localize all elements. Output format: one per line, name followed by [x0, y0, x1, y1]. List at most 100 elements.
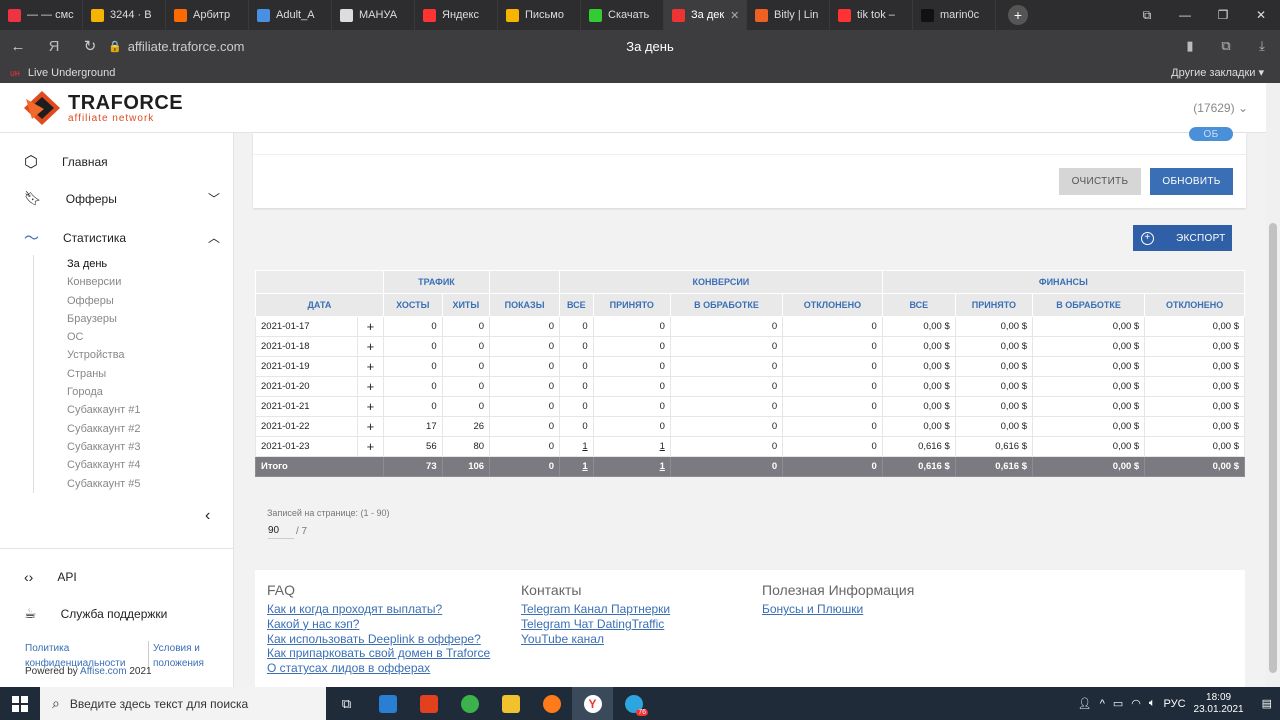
browser-tab[interactable]: За дек ✕ [664, 0, 747, 30]
browser-tab[interactable]: Bitly | Lin [747, 0, 830, 30]
subnav-item[interactable]: Субаккаунт #1 [67, 404, 141, 417]
affise-link[interactable]: Affise.com [80, 666, 127, 677]
taskbar-search[interactable]: ⌕ Введите здесь текст для поиска [40, 687, 326, 720]
firefox-icon[interactable] [531, 687, 572, 720]
expand-row-icon[interactable]: + [356, 436, 384, 457]
footer-link[interactable]: О статусах лидов в офферах [267, 661, 431, 676]
column-header[interactable]: ПОКАЗЫ [489, 293, 561, 317]
partial-button[interactable]: ОБ [1189, 127, 1233, 141]
footer-link[interactable]: Telegram Канал Партнерки [521, 602, 671, 616]
windows-start-icon[interactable] [0, 687, 40, 720]
browser-tab[interactable]: marin0c [913, 0, 996, 30]
clock[interactable]: 18:09 23.01.2021 [1194, 692, 1244, 716]
tray-wifi-icon[interactable]: ◠ [1131, 698, 1141, 710]
scrollbar-thumb[interactable] [1269, 223, 1277, 673]
browser-tab[interactable]: Письмо [498, 0, 581, 30]
task-view-icon[interactable]: ⧉ [341, 695, 352, 711]
office-icon[interactable] [408, 687, 449, 720]
table-cell[interactable]: 1 [559, 456, 594, 477]
collections-icon[interactable]: ⧉ [1221, 38, 1231, 53]
browser-tab[interactable]: — — смс [0, 0, 83, 30]
browser-tab[interactable]: МАНУА [332, 0, 415, 30]
subnav-item[interactable]: Устройства [67, 349, 125, 362]
browser-tab[interactable]: Яндекс [415, 0, 498, 30]
notifications-icon[interactable]: ▤ [1261, 698, 1272, 710]
footer-link[interactable]: Как и когда проходят выплаты? [267, 602, 443, 616]
traforce-logo[interactable]: TRAFORCE affiliate network [22, 89, 183, 127]
browser-tab[interactable]: 3244 · В [83, 0, 166, 30]
table-cell[interactable]: 1 [592, 456, 671, 477]
other-bookmarks[interactable]: Другие закладки ▾ [1171, 67, 1264, 79]
tray-volume-icon[interactable]: 🔈︎ [1148, 697, 1156, 709]
column-header[interactable]: ОТКЛОНЕНО [782, 293, 883, 317]
language-indicator[interactable]: РУС [1163, 697, 1186, 710]
column-header[interactable]: ПРИНЯТО [592, 293, 671, 317]
column-header[interactable]: ХИТЫ [441, 293, 491, 317]
sidebar-item-offers[interactable]: 🔖︎ Офферы ﹀ [24, 190, 220, 207]
tray-battery-icon[interactable]: ▭ [1112, 698, 1124, 710]
subnav-item[interactable]: Браузеры [67, 312, 117, 325]
column-header[interactable]: ВСЕ [881, 293, 956, 317]
balance-dropdown[interactable]: (17629) ⌄ [1193, 101, 1248, 115]
browser-tab[interactable]: Скачать [581, 0, 664, 30]
footer-link[interactable]: YouTube канал [521, 631, 604, 646]
yandex-browser-icon[interactable]: Y [572, 687, 613, 720]
subnav-item[interactable]: Офферы [67, 294, 114, 307]
tray-chevron-up-icon[interactable]: ^ [1099, 697, 1105, 710]
browser-tab[interactable]: Adult_A [249, 0, 332, 30]
sidebar-item-api[interactable]: ‹› API [24, 569, 220, 585]
expand-row-icon[interactable]: + [356, 356, 384, 377]
footer-link[interactable]: Как использовать Deeplink в оффере? [267, 631, 481, 646]
column-header[interactable]: ОТКЛОНЕНО [1144, 293, 1245, 317]
terms-link[interactable]: Условия и положения [148, 641, 218, 671]
browser-tab[interactable]: tik tok – [830, 0, 913, 30]
sidebar-item-support[interactable]: ☕︎ Служба поддержки [24, 605, 220, 622]
close-window-icon[interactable]: ✕ [1255, 8, 1267, 22]
sidebar-item-stats[interactable]: 〜 Статистика ︿ [24, 227, 220, 248]
telegram-icon[interactable]: 76 [613, 687, 654, 720]
column-header[interactable]: ХОСТЫ [382, 293, 443, 317]
close-tab-icon[interactable]: ✕ [730, 9, 740, 22]
subnav-item[interactable]: Субаккаунт #5 [67, 477, 141, 490]
subnav-item[interactable]: Субаккаунт #4 [67, 459, 141, 472]
expand-row-icon[interactable]: + [356, 396, 384, 417]
clear-button[interactable]: ОЧИСТИТЬ [1059, 168, 1141, 195]
column-header[interactable]: ПРИНЯТО [954, 293, 1034, 317]
collapse-sidebar-icon[interactable]: ‹ [205, 507, 211, 524]
reload-icon[interactable]: ↻ [83, 38, 97, 55]
url-text[interactable]: affiliate.traforce.com [127, 38, 245, 54]
page-scrollbar[interactable] [1266, 83, 1280, 687]
subnav-item[interactable]: ОС [67, 331, 84, 344]
update-button[interactable]: ОБНОВИТЬ [1150, 168, 1233, 195]
mail-icon[interactable] [367, 687, 408, 720]
subnav-item[interactable]: Страны [67, 367, 107, 380]
tray-person-icon[interactable]: 👤︎ [1077, 698, 1092, 710]
table-cell[interactable]: 1 [559, 436, 594, 457]
expand-row-icon[interactable]: + [356, 316, 384, 337]
footer-link[interactable]: Как припарковать свой домен в Traforce [267, 646, 491, 661]
expand-row-icon[interactable]: + [356, 376, 384, 397]
privacy-link[interactable]: Политика конфиденциальности [25, 643, 126, 669]
subnav-item[interactable]: Субаккаунт #3 [67, 440, 141, 453]
yandex-icon[interactable]: Я [48, 37, 60, 55]
footer-link[interactable]: Бонусы и Плюшки [762, 602, 864, 616]
footer-link[interactable]: Telegram Чат DatingTraffic [521, 616, 665, 631]
send-icon[interactable] [449, 687, 490, 720]
sidebar-item-home[interactable]: ⬡ Главная [24, 152, 220, 172]
expand-row-icon[interactable]: + [356, 416, 384, 437]
subnav-item[interactable]: Города [67, 386, 103, 399]
column-header[interactable]: ВСЕ [559, 293, 594, 317]
bookmark-live-underground[interactable]: Live Underground [27, 66, 116, 79]
explorer-icon[interactable] [490, 687, 531, 720]
restore-icon[interactable]: ❐ [1217, 8, 1229, 22]
new-tab-icon[interactable]: + [1008, 5, 1028, 25]
table-cell[interactable]: 1 [592, 436, 671, 457]
export-button[interactable]: + ЭКСПОРТ [1133, 225, 1232, 251]
tab-manager-icon[interactable]: ⧉ [1142, 7, 1152, 22]
expand-row-icon[interactable]: + [356, 336, 384, 357]
footer-link[interactable]: Какой у нас кэп? [267, 616, 360, 631]
column-header[interactable]: В ОБРАБОТКЕ [669, 293, 784, 317]
download-icon[interactable]: ⤓ [1259, 38, 1265, 53]
bookmark-icon[interactable]: ▮ [1186, 38, 1194, 53]
column-header[interactable]: В ОБРАБОТКЕ [1031, 293, 1146, 317]
